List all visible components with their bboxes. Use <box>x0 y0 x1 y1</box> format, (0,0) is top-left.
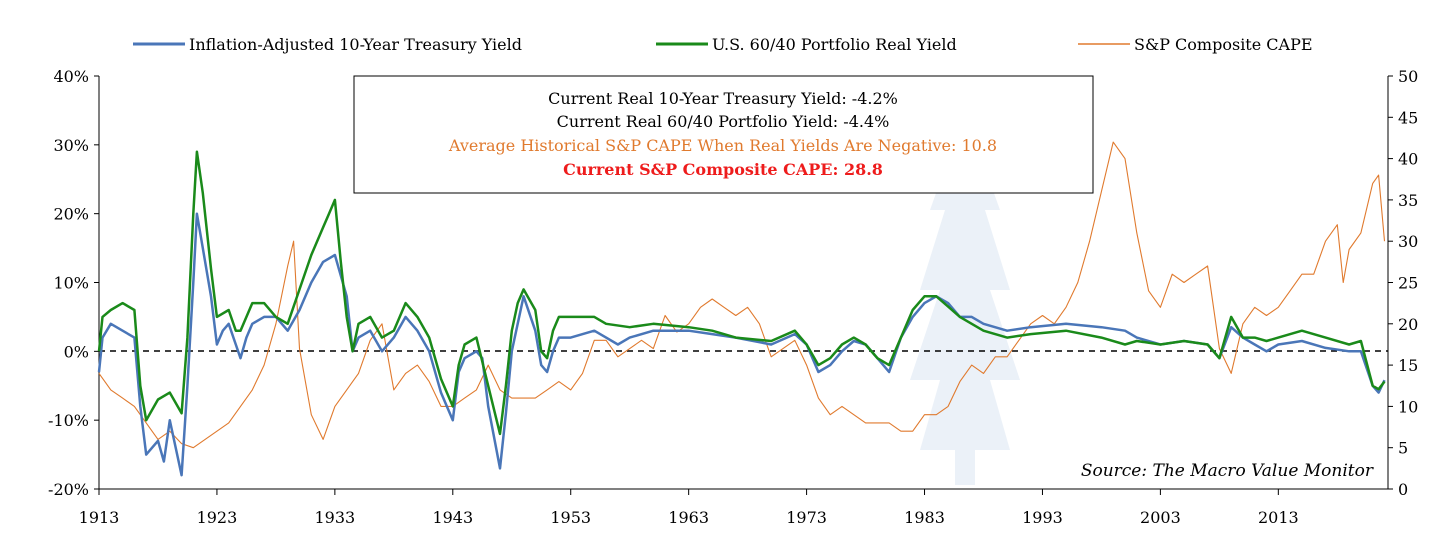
info-box: Current Real 10-Year Treasury Yield: -4.… <box>353 75 1094 194</box>
right-tick-label: 5 <box>1398 439 1408 458</box>
x-tick-label: 1973 <box>786 508 827 527</box>
left-tick-label: 30% <box>53 136 89 155</box>
tree-icon <box>910 75 1020 485</box>
x-axis-ticks: 1913 1923 1933 1943 1953 1963 1973 1983 1993 2003… <box>79 489 1299 527</box>
right-tick-label: 0 <box>1398 480 1408 499</box>
series-line-cape <box>98 141 1386 449</box>
legend-label-cape: S&P Composite CAPE <box>1134 35 1313 54</box>
left-axis-ticks: -20% -10% 0% 10% 20% 30% 40% <box>48 67 99 499</box>
legend: Inflation-Adjusted 10-Year Treasury Yiel… <box>133 35 1313 54</box>
right-axis-ticks: 0 5 10 15 20 25 30 35 40 45 50 <box>1388 67 1418 499</box>
right-tick-label: 10 <box>1398 397 1418 416</box>
left-tick-label: 0% <box>64 342 89 361</box>
x-tick-label: 1923 <box>197 508 238 527</box>
info-line-average-cape: Average Historical S&P CAPE When Real Yi… <box>448 136 997 155</box>
source-note: Source: The Macro Value Monitor <box>1081 461 1374 481</box>
x-tick-label: 1943 <box>432 508 473 527</box>
left-tick-label: 40% <box>53 67 89 86</box>
series-layer <box>97 141 1386 477</box>
left-tick-label: 20% <box>53 205 89 224</box>
left-tick-label: 10% <box>53 274 89 293</box>
left-tick-label: -10% <box>48 411 89 430</box>
info-line-treasury: Current Real 10-Year Treasury Yield: -4.… <box>548 89 898 108</box>
x-tick-label: 1963 <box>668 508 709 527</box>
right-tick-label: 35 <box>1398 191 1418 210</box>
right-tick-label: 20 <box>1398 315 1418 334</box>
x-tick-label: 1933 <box>315 508 356 527</box>
x-tick-label: 1983 <box>904 508 945 527</box>
x-tick-label: 2003 <box>1140 508 1181 527</box>
right-tick-label: 40 <box>1398 150 1418 169</box>
legend-label-portfolio: U.S. 60/40 Portfolio Real Yield <box>712 35 957 54</box>
right-tick-label: 25 <box>1398 274 1418 293</box>
right-tick-label: 30 <box>1398 232 1418 251</box>
x-tick-label: 1993 <box>1022 508 1063 527</box>
right-tick-label: 15 <box>1398 356 1418 375</box>
series-line-portfolio <box>97 150 1386 436</box>
right-tick-label: 45 <box>1398 108 1418 127</box>
right-tick-label: 50 <box>1398 67 1418 86</box>
series-line-treasury <box>97 212 1386 477</box>
legend-label-treasury: Inflation-Adjusted 10-Year Treasury Yiel… <box>189 35 522 54</box>
left-tick-label: -20% <box>48 480 89 499</box>
x-tick-label: 2013 <box>1258 508 1299 527</box>
x-tick-label: 1953 <box>550 508 591 527</box>
info-line-current-cape: Current S&P Composite CAPE: 28.8 <box>563 160 883 179</box>
x-tick-label: 1913 <box>79 508 120 527</box>
info-line-portfolio: Current Real 60/40 Portfolio Yield: -4.4… <box>557 112 890 131</box>
